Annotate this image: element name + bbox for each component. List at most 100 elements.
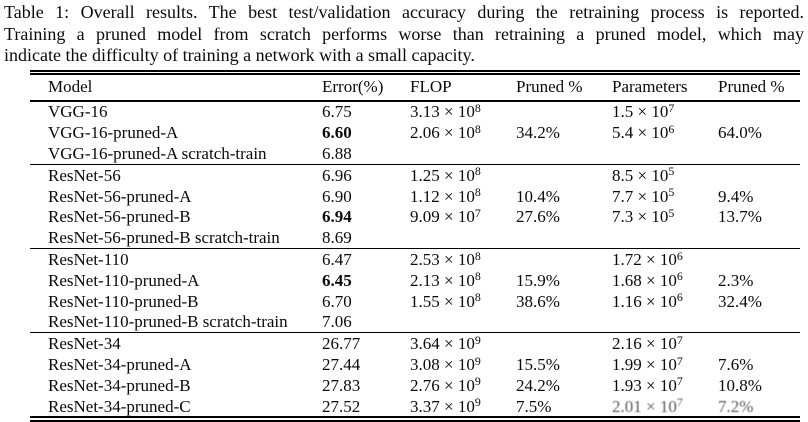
- flop-pruned-cell: [516, 143, 612, 164]
- params-pruned-cell: 13.7%: [718, 207, 762, 227]
- params-pruned-cell: [718, 101, 800, 123]
- model-cell: ResNet-110-pruned-B: [48, 291, 199, 311]
- flop-cell: 1.25 × 108: [410, 164, 481, 185]
- flop-cell: 3.37 × 109: [410, 395, 481, 416]
- params-pruned-cell: [718, 227, 800, 248]
- table-row: VGG-16-pruned-A scratch-train 6.88: [30, 143, 800, 164]
- error-cell: 6.94: [322, 207, 352, 227]
- flop-pruned-cell: [516, 311, 612, 332]
- flop-pruned-cell: 10.4%: [516, 186, 560, 206]
- parameters-cell: 2.01 × 107: [612, 395, 683, 416]
- model-cell: ResNet-56-pruned-B: [48, 207, 191, 227]
- error-cell: 27.44: [322, 354, 361, 374]
- table-row: ResNet-34-pruned-B 27.83 2.76 × 109 24.2% 1.…: [30, 375, 800, 396]
- table-row: ResNet-56-pruned-A 6.90 1.12 × 108 10.4% 7.7…: [30, 186, 800, 207]
- model-cell: ResNet-34-pruned-B: [48, 375, 191, 395]
- error-cell: 26.77: [322, 334, 361, 354]
- parameters-cell: 1.68 × 106: [612, 269, 683, 290]
- table-row: ResNet-34-pruned-A 27.44 3.08 × 109 15.5% 1.…: [30, 354, 800, 375]
- column-header-error: Error(%): [322, 72, 410, 102]
- flop-pruned-cell: [516, 227, 612, 248]
- flop-cell: 2.76 × 109: [410, 374, 481, 395]
- flop-pruned-cell: 15.9%: [516, 270, 560, 290]
- table-section: VGG-16 6.75 3.13 × 108 1.5 × 107 VGG-16-prun…: [30, 100, 800, 165]
- error-cell: 7.06: [322, 312, 352, 332]
- flop-cell: 2.13 × 108: [410, 269, 481, 290]
- parameters-cell: [612, 311, 718, 332]
- params-pruned-cell: 9.4%: [718, 186, 754, 206]
- params-pruned-cell: 64.0%: [718, 123, 762, 143]
- model-cell: ResNet-56: [48, 165, 121, 185]
- table-row: ResNet-110-pruned-B scratch-train 7.06: [30, 311, 800, 332]
- error-cell: 8.69: [322, 228, 352, 248]
- header-row: Model Error(%) FLOP Pruned % Parameters …: [30, 72, 800, 102]
- error-cell: 27.52: [322, 396, 361, 416]
- error-cell: 27.83: [322, 375, 361, 395]
- model-cell: VGG-16-pruned-A: [48, 123, 179, 143]
- caption-line: Training a pruned model from scratch per…: [4, 23, 804, 44]
- model-cell: ResNet-56-pruned-B scratch-train: [48, 228, 280, 248]
- error-cell: 6.60: [322, 123, 352, 143]
- flop-cell: [410, 227, 516, 248]
- table-header: Model Error(%) FLOP Pruned % Parameters …: [30, 72, 800, 102]
- table-row: ResNet-34-pruned-C 27.52 3.37 × 109 7.5% 2.0…: [30, 396, 800, 420]
- flop-pruned-cell: 27.6%: [516, 207, 560, 227]
- parameters-cell: 1.99 × 107: [612, 353, 683, 374]
- table-row: VGG-16 6.75 3.13 × 108 1.5 × 107: [30, 101, 800, 123]
- column-header-flop-pruned: Pruned %: [516, 72, 612, 102]
- model-cell: ResNet-110-pruned-A: [48, 270, 200, 290]
- parameters-cell: 1.16 × 106: [612, 290, 683, 311]
- parameters-cell: 1.5 × 107: [612, 101, 675, 122]
- parameters-cell: [612, 143, 718, 164]
- error-cell: 6.90: [322, 186, 352, 206]
- flop-cell: 2.53 × 108: [410, 248, 481, 269]
- flop-cell: 2.06 × 108: [410, 121, 481, 143]
- table-caption: Table 1: Overall results. The best test/…: [4, 2, 804, 67]
- error-cell: 6.45: [322, 270, 352, 290]
- column-header-model: Model: [30, 72, 322, 102]
- parameters-cell: 7.3 × 105: [612, 206, 675, 227]
- parameters-cell: 2.16 × 107: [612, 332, 683, 354]
- flop-pruned-cell: 15.5%: [516, 354, 560, 374]
- model-cell: ResNet-34-pruned-A: [48, 354, 192, 374]
- table-row: VGG-16-pruned-A 6.60 2.06 × 108 34.2% 5.4 × …: [30, 122, 800, 143]
- flop-cell: 9.09 × 107: [410, 206, 481, 227]
- model-cell: ResNet-34-pruned-C: [48, 396, 191, 416]
- column-header-parameters: Parameters: [612, 72, 718, 102]
- parameters-cell: 8.5 × 105: [612, 164, 675, 185]
- params-pruned-cell: [718, 311, 800, 332]
- flop-cell: 1.55 × 108: [410, 290, 481, 311]
- parameters-cell: 1.72 × 106: [612, 248, 683, 269]
- table-row: ResNet-110 6.47 2.53 × 108 1.72 × 106: [30, 249, 800, 270]
- model-cell: ResNet-110: [48, 249, 129, 269]
- params-pruned-cell: 7.6%: [718, 354, 754, 374]
- params-pruned-cell: 10.8%: [718, 375, 762, 395]
- params-pruned-cell: 2.3%: [718, 270, 754, 290]
- flop-cell: [410, 311, 516, 332]
- caption-line: indicate the difficulty of training a ne…: [4, 45, 475, 65]
- column-header-flop: FLOP: [410, 72, 516, 102]
- flop-cell: 1.12 × 108: [410, 185, 481, 206]
- flop-cell: 3.13 × 108: [410, 101, 481, 122]
- flop-cell: [410, 143, 516, 164]
- flop-pruned-cell: [516, 249, 612, 270]
- model-cell: VGG-16: [48, 102, 108, 122]
- flop-pruned-cell: 7.5%: [516, 396, 552, 416]
- parameters-cell: [612, 227, 718, 248]
- table-row: ResNet-56 6.96 1.25 × 108 8.5 × 105: [30, 164, 800, 185]
- caption-line: Table 1: Overall results. The best test/…: [4, 2, 804, 22]
- model-cell: VGG-16-pruned-A scratch-train: [48, 143, 267, 163]
- table-section: ResNet-34 26.77 3.64 × 109 2.16 × 107 ResNet…: [30, 332, 800, 420]
- flop-cell: 3.64 × 109: [410, 332, 481, 354]
- parameters-cell: 7.7 × 105: [612, 185, 675, 206]
- model-cell: ResNet-34: [48, 334, 121, 354]
- error-cell: 6.70: [322, 291, 352, 311]
- table-section: ResNet-56 6.96 1.25 × 108 8.5 × 105 ResNet-5…: [30, 164, 800, 248]
- table-row: ResNet-34 26.77 3.64 × 109 2.16 × 107: [30, 333, 800, 354]
- flop-pruned-cell: [516, 164, 612, 185]
- model-cell: ResNet-110-pruned-B scratch-train: [48, 312, 288, 332]
- params-pruned-cell: 32.4%: [718, 291, 762, 311]
- error-cell: 6.47: [322, 249, 352, 269]
- error-cell: 6.96: [322, 165, 352, 185]
